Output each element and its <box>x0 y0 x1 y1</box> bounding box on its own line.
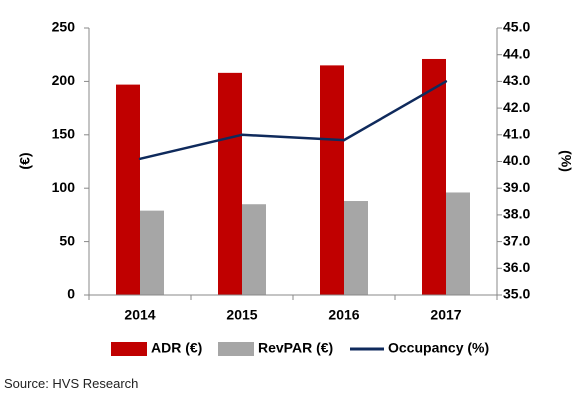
bar-revpar-2015 <box>242 204 266 295</box>
left-tick-label: 100 <box>52 179 76 195</box>
occupancy-point-2015 <box>240 133 244 136</box>
legend-adr-label: ADR (€) <box>151 340 202 356</box>
left-tick-label: 250 <box>52 19 76 35</box>
right-tick-label: 38.0 <box>503 206 530 222</box>
right-tick-label: 44.0 <box>503 45 530 61</box>
occupancy-line <box>139 80 447 161</box>
legend: ADR (€) RevPAR (€) Occupancy (%) <box>111 340 489 356</box>
legend-occupancy-label: Occupancy (%) <box>388 340 489 356</box>
x-tick-label: 2016 <box>328 307 359 323</box>
x-tick-label: 2014 <box>124 307 155 323</box>
right-tick-label: 43.0 <box>503 72 530 88</box>
bar-adr-2014 <box>116 84 140 295</box>
left-tick-label: 200 <box>52 72 76 88</box>
bar-revpar-2017 <box>446 192 470 295</box>
occupancy-point-2017 <box>444 80 448 83</box>
left-tick-label: 150 <box>52 126 76 142</box>
right-axis-title: (%) <box>558 150 574 172</box>
occupancy-line-layer <box>138 80 448 161</box>
bar-adr-2015 <box>218 72 242 295</box>
left-tick-label: 0 <box>67 286 75 302</box>
right-tick-label: 45.0 <box>503 19 530 35</box>
left-axis-title: (€) <box>17 152 33 169</box>
bar-revpar-2016 <box>344 201 368 295</box>
bar-adr-2017 <box>422 58 446 295</box>
right-tick-label: 35.0 <box>503 286 530 302</box>
occupancy-point-2016 <box>342 138 346 142</box>
legend-adr-swatch <box>111 342 147 356</box>
left-tick-label: 50 <box>59 232 75 248</box>
right-tick-label: 40.0 <box>503 152 530 168</box>
legend-revpar-swatch <box>218 342 254 356</box>
bar-revpar-2014 <box>140 210 164 295</box>
occupancy-point-2014 <box>138 157 142 161</box>
x-tick-label: 2015 <box>226 307 257 323</box>
source-note: Source: HVS Research <box>4 376 139 391</box>
x-ticks: 2014 2015 2016 2017 <box>88 295 498 323</box>
right-tick-label: 41.0 <box>503 126 530 142</box>
bars-layer <box>116 58 470 295</box>
bar-adr-2016 <box>320 65 344 295</box>
right-tick-label: 37.0 <box>503 232 530 248</box>
legend-revpar-label: RevPAR (€) <box>258 340 333 356</box>
left-ticks: 0 50 100 150 200 250 <box>52 19 89 302</box>
right-tick-label: 39.0 <box>503 179 530 195</box>
x-tick-label: 2017 <box>430 307 461 323</box>
right-tick-label: 42.0 <box>503 99 530 115</box>
right-ticks: 35.0 36.0 37.0 38.0 39.0 40.0 41.0 42.0 43.0 44.0… <box>497 19 530 302</box>
right-tick-label: 36.0 <box>503 259 530 275</box>
